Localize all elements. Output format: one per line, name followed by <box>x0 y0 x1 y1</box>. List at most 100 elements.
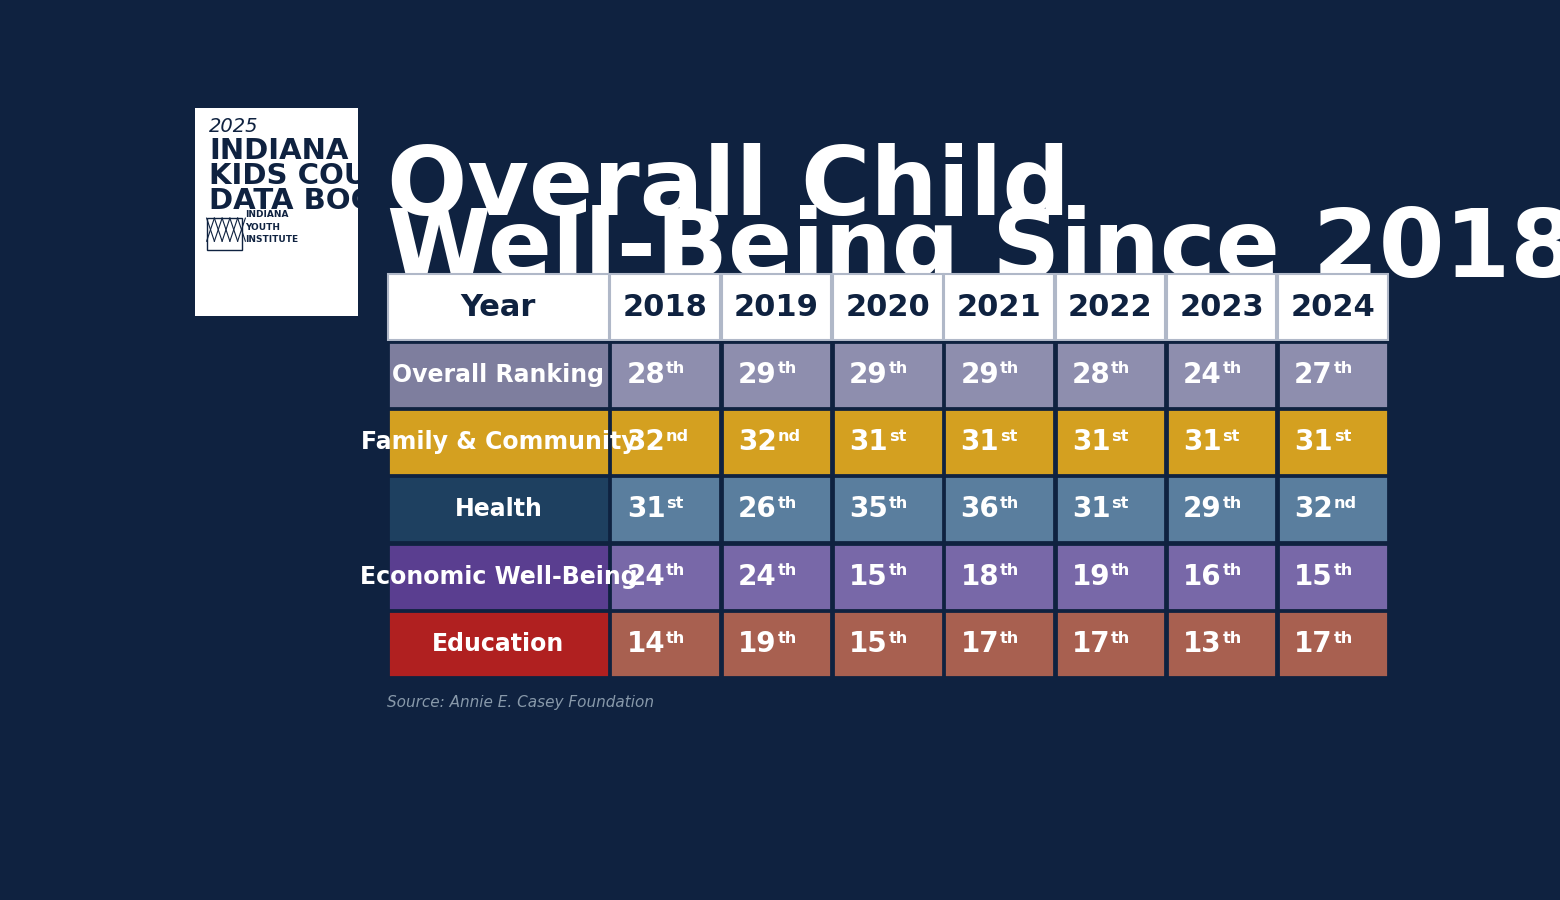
FancyBboxPatch shape <box>833 476 942 543</box>
FancyBboxPatch shape <box>833 544 942 609</box>
FancyBboxPatch shape <box>1167 274 1276 340</box>
Text: INDIANA: INDIANA <box>209 138 348 166</box>
Text: 2023: 2023 <box>1179 292 1264 321</box>
Text: th: th <box>777 631 797 646</box>
Text: 19: 19 <box>1072 562 1111 590</box>
FancyBboxPatch shape <box>610 476 721 543</box>
FancyBboxPatch shape <box>1056 476 1165 543</box>
FancyBboxPatch shape <box>944 611 1055 677</box>
FancyBboxPatch shape <box>833 342 942 408</box>
Text: st: st <box>666 496 683 511</box>
Text: nd: nd <box>777 428 800 444</box>
FancyBboxPatch shape <box>722 342 831 408</box>
Text: th: th <box>1111 563 1131 579</box>
Text: 2024: 2024 <box>1290 292 1376 321</box>
FancyBboxPatch shape <box>388 544 608 609</box>
Text: 31: 31 <box>849 428 888 456</box>
Text: 31: 31 <box>1295 428 1332 456</box>
FancyBboxPatch shape <box>1278 476 1388 543</box>
FancyBboxPatch shape <box>388 410 608 475</box>
Text: th: th <box>777 496 797 511</box>
FancyBboxPatch shape <box>1278 410 1388 475</box>
Text: 29: 29 <box>849 361 888 389</box>
Text: 32: 32 <box>1295 495 1332 524</box>
FancyBboxPatch shape <box>1056 410 1165 475</box>
FancyBboxPatch shape <box>388 342 608 408</box>
Text: st: st <box>1000 428 1017 444</box>
Text: 26: 26 <box>738 495 777 524</box>
Text: th: th <box>1223 563 1242 579</box>
FancyBboxPatch shape <box>1278 544 1388 609</box>
Text: th: th <box>1334 563 1353 579</box>
Text: 17: 17 <box>1295 630 1332 658</box>
Text: 36: 36 <box>961 495 998 524</box>
FancyBboxPatch shape <box>722 611 831 677</box>
FancyBboxPatch shape <box>1167 410 1276 475</box>
Text: DATA BOOK: DATA BOOK <box>209 186 398 214</box>
FancyBboxPatch shape <box>722 476 831 543</box>
Text: th: th <box>1111 631 1131 646</box>
Text: 2019: 2019 <box>735 292 819 321</box>
Text: 17: 17 <box>961 630 998 658</box>
Text: 29: 29 <box>738 361 777 389</box>
Text: 32: 32 <box>627 428 665 456</box>
FancyBboxPatch shape <box>944 274 1055 340</box>
FancyBboxPatch shape <box>944 342 1055 408</box>
FancyBboxPatch shape <box>610 611 721 677</box>
Text: 24: 24 <box>1182 361 1221 389</box>
Text: st: st <box>1111 428 1128 444</box>
Text: Economic Well-Being: Economic Well-Being <box>360 564 638 589</box>
Text: th: th <box>889 361 908 376</box>
Text: 27: 27 <box>1295 361 1332 389</box>
Text: 35: 35 <box>849 495 888 524</box>
FancyBboxPatch shape <box>722 410 831 475</box>
Text: 29: 29 <box>1182 495 1221 524</box>
Text: th: th <box>1000 361 1019 376</box>
Text: st: st <box>889 428 906 444</box>
FancyBboxPatch shape <box>944 476 1055 543</box>
Text: 2018: 2018 <box>622 292 708 321</box>
FancyBboxPatch shape <box>1167 544 1276 609</box>
Text: th: th <box>889 496 908 511</box>
Text: 18: 18 <box>961 562 998 590</box>
FancyBboxPatch shape <box>610 342 721 408</box>
Text: 17: 17 <box>1072 630 1111 658</box>
Text: th: th <box>1223 631 1242 646</box>
Text: th: th <box>777 361 797 376</box>
FancyBboxPatch shape <box>1056 342 1165 408</box>
Text: th: th <box>1223 496 1242 511</box>
FancyBboxPatch shape <box>1167 476 1276 543</box>
Text: 28: 28 <box>627 361 665 389</box>
Text: Overall Child: Overall Child <box>387 142 1070 235</box>
FancyBboxPatch shape <box>1278 342 1388 408</box>
Text: th: th <box>1111 361 1131 376</box>
Text: st: st <box>1334 428 1351 444</box>
Text: 24: 24 <box>738 562 777 590</box>
Text: 32: 32 <box>738 428 777 456</box>
FancyBboxPatch shape <box>833 274 942 340</box>
Text: 31: 31 <box>1072 428 1111 456</box>
Text: Education: Education <box>432 632 565 656</box>
FancyBboxPatch shape <box>610 274 721 340</box>
Text: Source: Annie E. Casey Foundation: Source: Annie E. Casey Foundation <box>387 695 654 710</box>
FancyBboxPatch shape <box>610 410 721 475</box>
Text: th: th <box>666 563 685 579</box>
FancyBboxPatch shape <box>1056 611 1165 677</box>
Text: th: th <box>1000 496 1019 511</box>
Text: 2020: 2020 <box>846 292 930 321</box>
Text: 14: 14 <box>627 630 665 658</box>
FancyBboxPatch shape <box>1167 611 1276 677</box>
Text: th: th <box>666 361 685 376</box>
Text: th: th <box>1334 631 1353 646</box>
Text: Well-Being Since 2018: Well-Being Since 2018 <box>387 204 1560 297</box>
FancyBboxPatch shape <box>388 611 608 677</box>
Text: INDIANA
YOUTH
INSTITUTE: INDIANA YOUTH INSTITUTE <box>245 211 298 245</box>
Text: th: th <box>1000 563 1019 579</box>
Text: th: th <box>777 563 797 579</box>
Text: 15: 15 <box>1295 562 1332 590</box>
Text: th: th <box>1000 631 1019 646</box>
Text: th: th <box>1334 361 1353 376</box>
Text: th: th <box>889 631 908 646</box>
Text: Family & Community: Family & Community <box>360 430 636 454</box>
FancyBboxPatch shape <box>1056 274 1165 340</box>
